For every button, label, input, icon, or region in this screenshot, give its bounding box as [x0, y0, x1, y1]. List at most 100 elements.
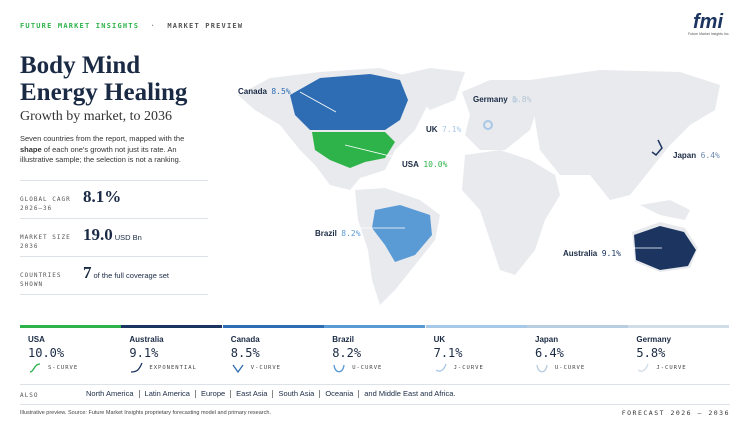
stat-value: 8.1%: [83, 187, 121, 207]
bold-text: shape: [20, 144, 42, 154]
regions: North America Latin America Europe East Asi…: [86, 389, 456, 399]
card-country: Germany: [636, 335, 672, 344]
curve-label: J-CURVE: [656, 365, 687, 371]
header: FUTURE MARKET INSIGHTS · MARKET PREVIEW: [20, 22, 243, 30]
country: Canada: [238, 87, 267, 96]
divider: [20, 180, 208, 181]
brand: FUTURE MARKET INSIGHTS: [20, 22, 140, 30]
value: 8.2%: [341, 229, 361, 238]
stat-value: 7 of the full coverage set: [83, 263, 169, 283]
country: Brazil: [315, 229, 337, 238]
region: South Asia: [278, 389, 315, 398]
separator: [358, 390, 360, 399]
australia-shape: [634, 226, 696, 270]
curve-icon: [536, 364, 548, 373]
uk-marker: [483, 120, 493, 130]
divider: [20, 218, 208, 219]
source: Illustrative preview. Source: Future Mar…: [20, 410, 271, 416]
logo-tagline: Future Market Insights Inc.: [688, 32, 730, 36]
label-line: GLOBAL CAGR: [20, 196, 71, 203]
separator: [194, 390, 196, 399]
region: Oceania: [325, 389, 354, 398]
curve-label: U-CURVE: [555, 365, 586, 371]
map-label: Germany 5.8%: [473, 89, 531, 107]
map-label: USA 10.0%: [402, 154, 447, 172]
card: USA 10.0% S-CURVE: [20, 325, 121, 380]
stat-label: MARKET SIZE 2036: [20, 233, 71, 251]
value: 5.8%: [512, 95, 532, 104]
map-label: Brazil 8.2%: [315, 223, 361, 241]
separator: [319, 390, 321, 399]
title-line: Body Mind: [20, 52, 141, 79]
card: Canada 8.5% V-CURVE: [222, 325, 324, 380]
label-line: SHOWN: [20, 281, 44, 288]
value: 10.0%: [423, 160, 448, 169]
title-line: Energy Healing: [20, 79, 188, 106]
curve-label: EXPONENTIAL: [149, 365, 197, 371]
map-label: Canada 8.5%: [238, 81, 291, 99]
separator: ·: [150, 22, 156, 30]
card-country: Canada: [230, 335, 260, 344]
region: North America: [86, 389, 134, 398]
usa-shape: [312, 132, 395, 168]
card: Japan 6.4% U-CURVE: [527, 325, 628, 380]
stat-value: 19.0 USD Bn: [83, 225, 142, 245]
separator: [138, 390, 140, 399]
map-label: Australia 9.1%: [563, 243, 621, 261]
stat-label: COUNTRIES SHOWN: [20, 271, 62, 289]
card-value: 5.8%: [636, 346, 666, 360]
curve-label: S-CURVE: [48, 365, 79, 371]
separator: [230, 390, 232, 399]
value: 8.1%: [83, 187, 122, 206]
label-line: COUNTRIES: [20, 272, 62, 279]
germany-marker: [512, 97, 518, 103]
curve-icon: [638, 363, 650, 372]
country: Germany: [473, 95, 508, 104]
card-country: Japan: [535, 335, 559, 344]
curve-icon: [333, 364, 345, 373]
curve-icon: [435, 363, 447, 372]
card: Brazil 8.2% U-CURVE: [324, 325, 426, 380]
unit: USD Bn: [114, 233, 142, 242]
card: UK 7.1% J-CURVE: [425, 325, 527, 380]
curve-icon: [131, 362, 143, 373]
curve-label: J-CURVE: [453, 365, 484, 371]
region: Europe: [200, 389, 226, 398]
map: [238, 68, 720, 305]
forecast: FORECAST 2026 – 2036: [621, 409, 730, 417]
country: USA: [402, 160, 419, 169]
curve-label: U-CURVE: [352, 365, 383, 371]
japan-shape: [651, 139, 663, 157]
divider: [20, 294, 208, 295]
value: 7: [83, 263, 92, 282]
card-country: Australia: [129, 335, 164, 344]
logo-mark: fmi: [693, 11, 723, 33]
card-country: Brazil: [332, 335, 354, 344]
brazil-shape: [372, 205, 432, 262]
value: 19.0: [83, 225, 113, 244]
card-value: 9.1%: [129, 346, 159, 360]
value: 7.1%: [442, 125, 462, 134]
card-value: 8.2%: [332, 346, 362, 360]
text: Seven countries from the report, mapped …: [20, 134, 185, 143]
card: Australia 9.1% EXPONENTIAL: [121, 325, 223, 380]
card-country: USA: [28, 335, 45, 344]
region: Latin America: [144, 389, 190, 398]
card-value: 8.5%: [230, 346, 260, 360]
label-line: 2036: [20, 243, 39, 250]
unit: of the full coverage set: [93, 271, 169, 280]
map-label: UK 7.1%: [426, 119, 461, 137]
label-line: 2026–36: [20, 205, 53, 212]
card: Germany 5.8% J-CURVE: [628, 325, 730, 380]
value: 6.4%: [700, 151, 720, 160]
curve-label: V-CURVE: [250, 365, 281, 371]
value: 9.1%: [601, 249, 621, 258]
canada-shape: [290, 74, 408, 130]
leaders: [299, 91, 662, 249]
country: Japan: [673, 151, 697, 160]
highlights: [290, 74, 696, 270]
text: of each one's growth not just its rate. …: [20, 144, 181, 165]
stat-label: GLOBAL CAGR 2026–36: [20, 195, 71, 213]
label-line: MARKET SIZE: [20, 234, 71, 241]
